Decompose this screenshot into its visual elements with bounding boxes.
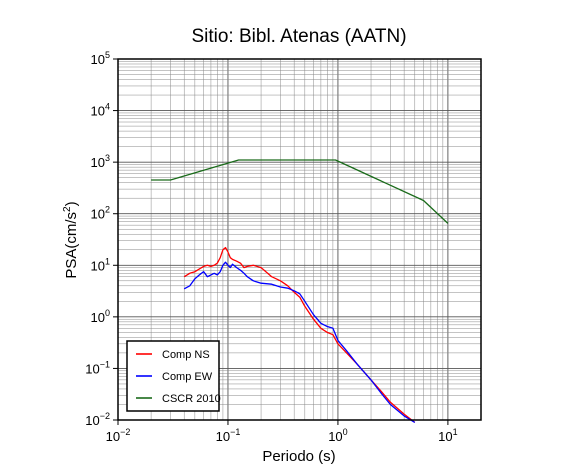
x-tick-label: 101 [438,427,457,444]
x-axis-label: Periodo (s) [262,448,335,465]
y-tick-label: 100 [91,308,110,325]
legend-label: Comp NS [162,349,210,361]
series-line-comp-ns [183,246,416,423]
y-tick-label: 103 [91,153,110,170]
y-tick-label: 10−1 [85,359,110,376]
y-tick-label: 102 [91,205,110,222]
x-ticks: 10−2 10−1 100 101 [106,420,458,444]
x-tick-label: 10−1 [216,427,241,444]
y-tick-label: 101 [91,256,110,273]
y-tick-label: 10−2 [85,411,110,428]
y-axis-label: PSA(cm/s2) [62,201,80,278]
chart-title: Sitio: Bibl. Atenas (AATN) [191,26,406,47]
y-tick-label: 105 [91,50,110,67]
plot-frame [117,58,482,421]
series-line-cscr-2010 [151,159,449,224]
series-line-comp-ew [183,261,416,423]
legend: Comp NS Comp EW CSCR 2010 [126,340,221,412]
legend-label: CSCR 2010 [162,393,221,405]
x-tick-label: 100 [328,427,347,444]
series-group [151,159,449,423]
grid [117,59,482,421]
legend-label: Comp EW [162,371,213,383]
y-ticks: 10−2 10−1 100 101 102 103 104 105 [85,50,118,428]
y-tick-label: 104 [91,102,110,119]
x-tick-label: 10−2 [106,427,131,444]
